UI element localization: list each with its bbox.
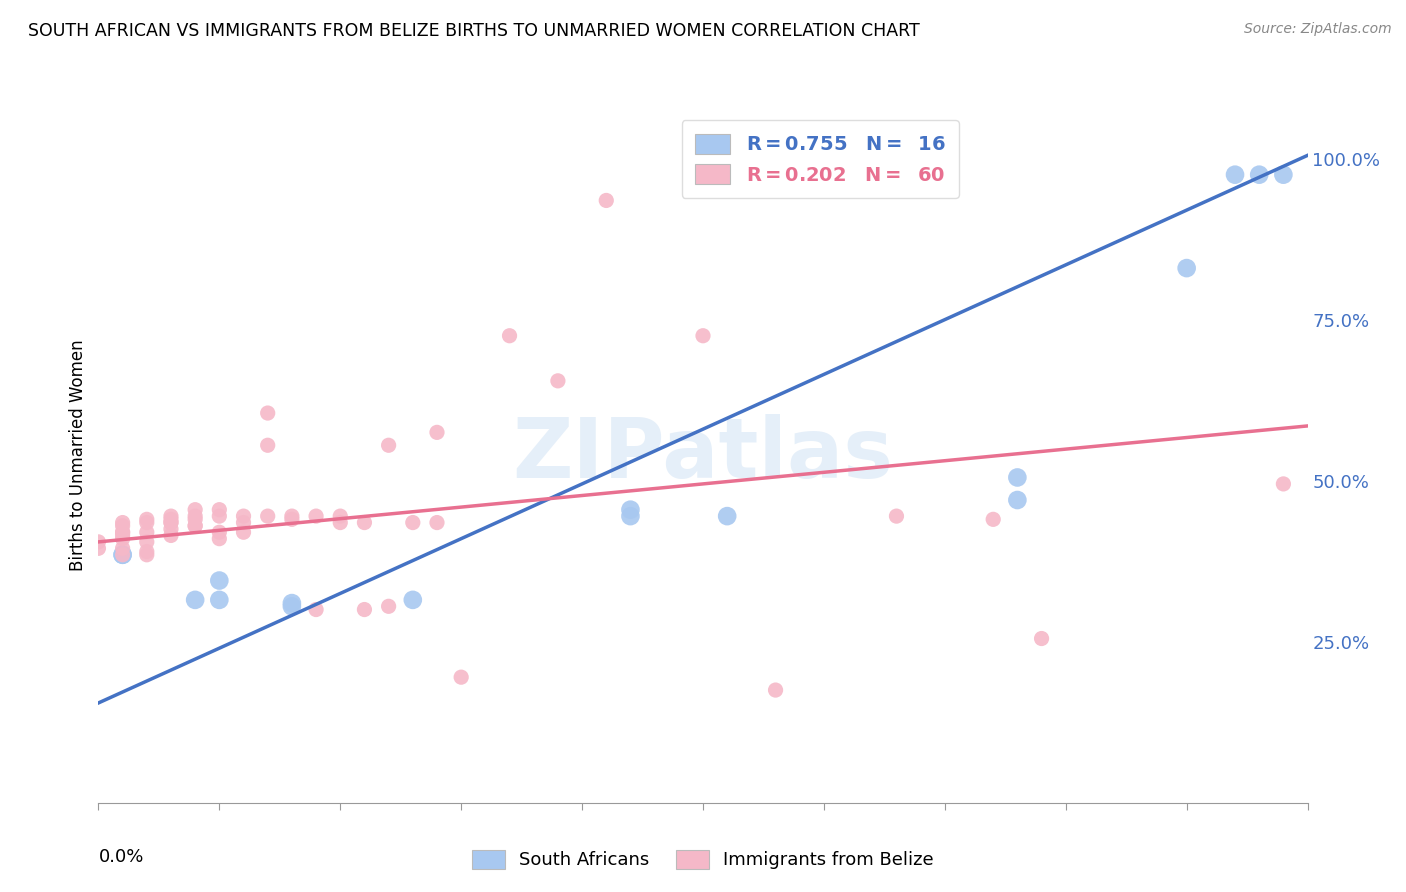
- Point: [692, 328, 714, 343]
- Point: [619, 502, 641, 516]
- Point: [232, 525, 254, 540]
- Point: [160, 516, 183, 530]
- Point: [305, 602, 328, 616]
- Point: [135, 525, 157, 540]
- Point: [402, 592, 425, 607]
- Point: [498, 328, 520, 343]
- Point: [281, 512, 304, 526]
- Point: [1031, 632, 1053, 646]
- Point: [160, 522, 183, 536]
- Point: [353, 516, 375, 530]
- Point: [281, 509, 304, 524]
- Point: [1175, 261, 1198, 276]
- Point: [402, 516, 425, 530]
- Point: [329, 509, 352, 524]
- Point: [208, 592, 231, 607]
- Point: [111, 548, 134, 562]
- Point: [353, 602, 375, 616]
- Point: [1272, 476, 1295, 491]
- Point: [1223, 168, 1246, 182]
- Point: [208, 532, 231, 546]
- Text: Source: ZipAtlas.com: Source: ZipAtlas.com: [1244, 22, 1392, 37]
- Point: [886, 509, 908, 524]
- Point: [595, 194, 617, 208]
- Point: [135, 544, 157, 558]
- Point: [716, 509, 738, 524]
- Point: [1007, 493, 1029, 508]
- Point: [160, 516, 183, 530]
- Point: [377, 438, 399, 452]
- Point: [256, 406, 278, 420]
- Legend: $\mathbf{R = 0.755}$   $\mathbf{N =}$  $\mathbf{16}$, $\mathbf{R = 0.202}$   $\m: $\mathbf{R = 0.755}$ $\mathbf{N =}$ $\ma…: [682, 120, 959, 198]
- Point: [184, 518, 207, 533]
- Point: [135, 534, 157, 549]
- Point: [184, 518, 207, 533]
- Text: SOUTH AFRICAN VS IMMIGRANTS FROM BELIZE BIRTHS TO UNMARRIED WOMEN CORRELATION CH: SOUTH AFRICAN VS IMMIGRANTS FROM BELIZE …: [28, 22, 920, 40]
- Point: [281, 599, 304, 614]
- Point: [184, 502, 207, 516]
- Point: [765, 683, 787, 698]
- Point: [1272, 168, 1295, 182]
- Point: [160, 512, 183, 526]
- Point: [111, 525, 134, 540]
- Point: [981, 512, 1004, 526]
- Point: [208, 525, 231, 540]
- Point: [111, 548, 134, 562]
- Point: [450, 670, 472, 684]
- Y-axis label: Births to Unmarried Women: Births to Unmarried Women: [69, 339, 87, 571]
- Text: 0.0%: 0.0%: [98, 848, 143, 866]
- Point: [135, 512, 157, 526]
- Point: [1249, 168, 1271, 182]
- Point: [111, 525, 134, 540]
- Point: [232, 509, 254, 524]
- Point: [426, 516, 449, 530]
- Point: [426, 425, 449, 440]
- Point: [208, 509, 231, 524]
- Point: [135, 548, 157, 562]
- Point: [377, 599, 399, 614]
- Point: [281, 596, 304, 610]
- Point: [329, 516, 352, 530]
- Point: [111, 541, 134, 556]
- Point: [111, 528, 134, 542]
- Point: [160, 509, 183, 524]
- Point: [256, 509, 278, 524]
- Point: [111, 516, 134, 530]
- Point: [87, 541, 110, 556]
- Point: [1007, 470, 1029, 484]
- Point: [135, 516, 157, 530]
- Point: [111, 532, 134, 546]
- Text: ZIPatlas: ZIPatlas: [513, 415, 893, 495]
- Point: [87, 534, 110, 549]
- Point: [547, 374, 569, 388]
- Point: [184, 512, 207, 526]
- Point: [256, 438, 278, 452]
- Point: [111, 548, 134, 562]
- Point: [232, 516, 254, 530]
- Point: [160, 528, 183, 542]
- Point: [208, 502, 231, 516]
- Point: [184, 509, 207, 524]
- Point: [184, 592, 207, 607]
- Point: [619, 509, 641, 524]
- Point: [111, 518, 134, 533]
- Legend: South Africans, Immigrants from Belize: South Africans, Immigrants from Belize: [463, 841, 943, 879]
- Point: [208, 574, 231, 588]
- Point: [305, 509, 328, 524]
